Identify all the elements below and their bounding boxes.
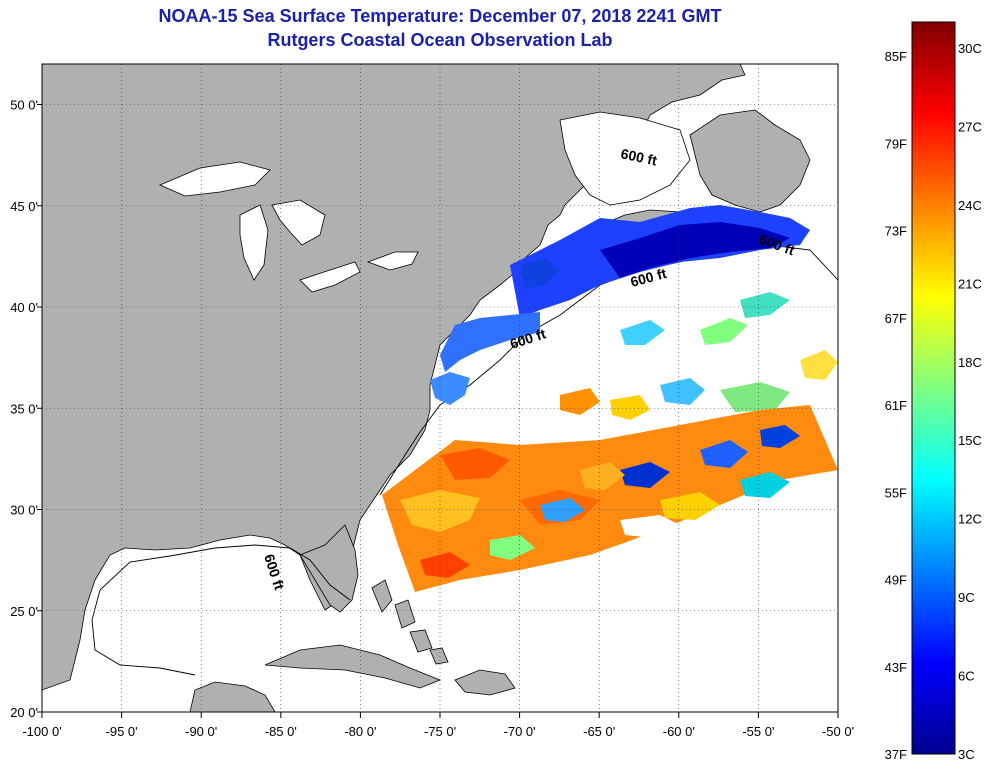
colorbar-c-label: 27C	[958, 119, 982, 134]
colorbar-f-label: 79F	[885, 136, 907, 151]
colorbar-f-label: 49F	[885, 573, 907, 588]
colorbar-gradient	[911, 21, 956, 755]
colorbar-f-label: 55F	[885, 485, 907, 500]
colorbar-c-label: 15C	[958, 433, 982, 448]
gulf-st-lawrence	[559, 111, 691, 206]
lon-tick-label: -75 0'	[424, 724, 456, 739]
lat-tick-label: 20 0'	[10, 705, 38, 720]
lat-tick-label: 40 0'	[10, 300, 38, 315]
colorbar-f-label: 85F	[885, 49, 907, 64]
lon-tick-label: -50 0'	[822, 724, 854, 739]
hispaniola-land	[454, 669, 516, 696]
lon-tick-label: -65 0'	[583, 724, 615, 739]
colorbar-f-label: 73F	[885, 224, 907, 239]
colorbar-c-label: 3C	[958, 747, 975, 762]
colorbar-c-label: 9C	[958, 590, 975, 605]
map-title: NOAA-15 Sea Surface Temperature: Decembe…	[158, 6, 722, 26]
lon-tick-label: -90 0'	[185, 724, 217, 739]
colorbar-c-label: 6C	[958, 669, 975, 684]
florida-land	[299, 524, 359, 613]
lat-tick-label: 25 0'	[10, 604, 38, 619]
colorbar-f-label: 43F	[885, 660, 907, 675]
bahamas-islands	[371, 579, 449, 665]
gulf-contour-line	[91, 544, 351, 676]
colorbar-c-label: 24C	[958, 198, 982, 213]
colorbar-c-label: 18C	[958, 355, 982, 370]
lon-tick-label: -85 0'	[265, 724, 297, 739]
colorbar-c-label: 30C	[958, 41, 982, 56]
lat-tick-labels: 20 0' 25 0' 30 0' 35 0' 40 0' 45 0' 50 0'	[10, 98, 42, 720]
colorbar-f-label: 37F	[885, 747, 907, 762]
map-subtitle: Rutgers Coastal Ocean Observation Lab	[267, 30, 613, 50]
lat-tick-label: 30 0'	[10, 503, 38, 518]
lon-tick-label: -80 0'	[344, 724, 376, 739]
colorbar-c-label: 12C	[958, 512, 982, 527]
colorbar-c-label: 21C	[958, 276, 982, 291]
colorbar-f-label: 67F	[885, 311, 907, 326]
map-graticule	[42, 64, 838, 712]
lat-tick-label: 50 0'	[10, 98, 38, 113]
colorbar-fahrenheit-labels: 85F 79F 73F 67F 61F 55F 49F 43F 37F	[885, 49, 907, 762]
lon-tick-label: -60 0'	[663, 724, 695, 739]
contour-label-gulf-st-lawrence: 600 ft	[619, 145, 658, 168]
lat-tick-label: 45 0'	[10, 199, 38, 214]
lon-tick-label: -70 0'	[504, 724, 536, 739]
sst-map: 600 ft 600 ft 600 ft 600 ft 600 ft -100 …	[10, 63, 854, 739]
lat-tick-label: 35 0'	[10, 401, 38, 416]
lon-tick-label: -100 0'	[22, 724, 61, 739]
colorbar-celsius-labels: 30C 27C 24C 21C 18C 15C 12C 9C 6C 3C	[958, 41, 982, 762]
sst-gulf-stream-warm-block	[382, 405, 838, 592]
lon-tick-labels: -100 0' -95 0' -90 0' -85 0' -80 0' -75 0' -70…	[22, 712, 854, 739]
yucatan-land	[189, 681, 276, 712]
colorbar-f-label: 61F	[885, 398, 907, 413]
lon-tick-label: -95 0'	[106, 724, 138, 739]
sst-coastal-cold-band	[430, 205, 810, 405]
lon-tick-label: -55 0'	[742, 724, 774, 739]
great-lakes	[158, 161, 419, 293]
